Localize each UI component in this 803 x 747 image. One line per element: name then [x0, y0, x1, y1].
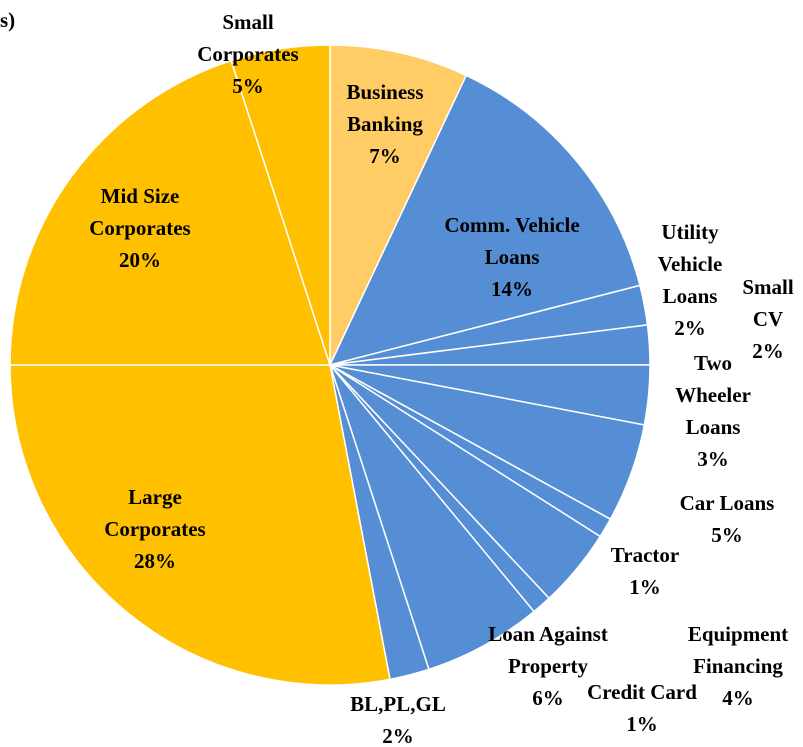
slice-label: Credit Card 1%	[577, 676, 707, 740]
slice-label: Loan Against Property 6%	[468, 618, 628, 714]
category-label: Small Corporates	[197, 10, 299, 66]
value-label: 14%	[491, 277, 533, 301]
slice-label: Small CV 2%	[733, 271, 803, 367]
value-label: 3%	[697, 447, 729, 471]
value-label: 1%	[626, 712, 658, 736]
category-label: Two Wheeler Loans	[675, 351, 751, 439]
category-label: Car Loans	[679, 491, 775, 515]
category-label: Equipment Financing	[687, 622, 789, 678]
slice-label: Tractor 1%	[595, 539, 695, 603]
value-label: 2%	[382, 724, 414, 747]
slice-label: Mid Size Corporates 20%	[70, 180, 210, 276]
pie-slice	[9, 364, 391, 686]
pie-slice	[329, 44, 468, 366]
value-label: 6%	[532, 686, 564, 710]
value-label: 5%	[711, 523, 743, 547]
slice-label: Two Wheeler Loans 3%	[663, 347, 763, 475]
slice-label: Car Loans 5%	[657, 487, 797, 551]
category-label: Comm. Vehicle Loans	[444, 213, 580, 269]
category-label: Credit Card	[587, 680, 697, 704]
category-label: Tractor	[610, 543, 680, 567]
slice-label: Utility Vehicle Loans 2%	[645, 216, 735, 344]
category-label: Small CV	[742, 275, 794, 331]
pie-slice	[328, 74, 641, 367]
pie-slice	[329, 364, 536, 671]
slice-label: Equipment Financing 4%	[673, 618, 803, 714]
value-label: 5%	[232, 74, 264, 98]
value-label: 20%	[119, 248, 161, 272]
category-label: BL,PL,GL	[350, 692, 446, 716]
value-label: 2%	[752, 339, 784, 363]
category-label: Utility Vehicle Loans	[657, 220, 723, 308]
slice-label: BL,PL,GL 2%	[338, 688, 458, 747]
slice-label: Large Corporates 28%	[85, 481, 225, 577]
category-label: Business Banking	[346, 80, 424, 136]
category-label: Loan Against Property	[488, 622, 608, 678]
category-label: Mid Size Corporates	[89, 184, 191, 240]
slice-label: Business Banking 7%	[325, 76, 445, 172]
chart-title: s)	[0, 8, 16, 32]
slice-label: Comm. Vehicle Loans 14%	[425, 209, 600, 305]
slice-label: Small Corporates 5%	[183, 6, 313, 102]
value-label: 4%	[722, 686, 754, 710]
value-label: 2%	[674, 316, 706, 340]
value-label: 28%	[134, 549, 176, 573]
pie-slice	[230, 44, 331, 366]
value-label: 1%	[629, 575, 661, 599]
category-label: Large Corporates	[104, 485, 206, 541]
pie-slice	[9, 59, 332, 366]
value-label: 7%	[369, 144, 401, 168]
